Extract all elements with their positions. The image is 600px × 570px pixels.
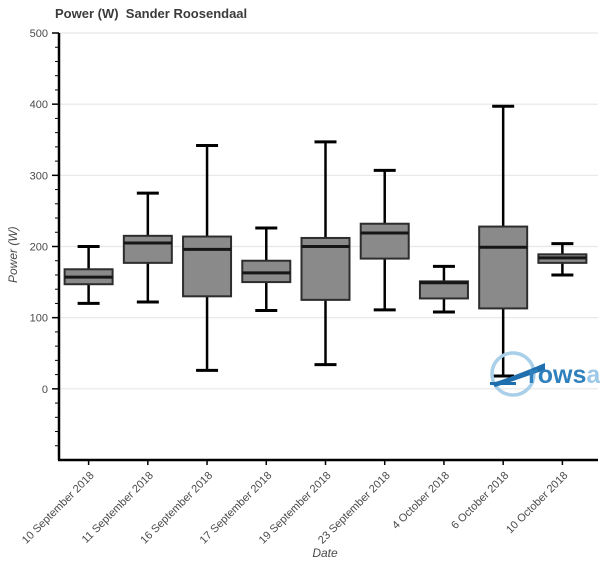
y-tick-label: 0 <box>42 384 48 396</box>
x-tick-label: 4 October 2018 <box>390 470 452 532</box>
watermark-swoosh-icon <box>492 363 545 387</box>
box-plot-10-october-2018[interactable] <box>537 242 588 277</box>
box-plot-10-september-2018[interactable] <box>63 245 114 305</box>
iqr-box <box>182 235 233 298</box>
box-plot-19-september-2018[interactable] <box>300 140 351 367</box>
y-tick-label: 100 <box>30 313 48 325</box>
y-tick-label: 300 <box>30 170 48 182</box>
iqr-box <box>478 225 529 310</box>
x-axis-label: Date <box>312 546 338 560</box>
iqr-box <box>300 236 351 301</box>
box-plot-17-september-2018[interactable] <box>241 226 292 313</box>
chart-title: Power (W) Sander Roosendaal <box>55 6 248 21</box>
box-plot-4-october-2018[interactable] <box>418 264 469 314</box>
rowsandall-watermark-logo: rowsandall <box>490 351 600 397</box>
watermark-circle-icon <box>490 351 536 397</box>
watermark-text: rowsandall <box>528 361 600 389</box>
box-plot-11-september-2018[interactable] <box>122 191 173 304</box>
box-plot-16-september-2018[interactable] <box>182 143 233 372</box>
x-tick-label: 6 October 2018 <box>449 470 511 532</box>
y-tick-label: 400 <box>30 99 48 111</box>
iqr-box <box>122 234 173 264</box>
x-tick-label: 10 October 2018 <box>504 470 570 536</box>
box-plot-23-september-2018[interactable] <box>359 168 410 312</box>
y-tick-label: 200 <box>30 242 48 254</box>
box-plot-6-october-2018[interactable] <box>478 104 529 378</box>
y-axis-label: Power (W) <box>6 226 20 283</box>
y-tick-label: 500 <box>30 28 48 40</box>
iqr-box <box>359 222 410 260</box>
